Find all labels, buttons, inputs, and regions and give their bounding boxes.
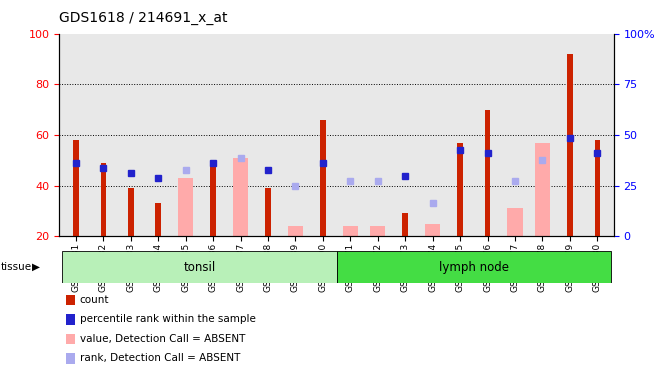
Text: tissue: tissue [1, 262, 32, 272]
Text: rank, Detection Call = ABSENT: rank, Detection Call = ABSENT [80, 354, 240, 363]
Text: lymph node: lymph node [439, 261, 509, 274]
Bar [62, 251, 337, 283]
Text: GDS1618 / 214691_x_at: GDS1618 / 214691_x_at [59, 11, 228, 25]
Bar [508, 209, 523, 236]
Bar [320, 120, 325, 236]
Bar [288, 226, 303, 236]
Bar [156, 203, 161, 236]
Text: percentile rank within the sample: percentile rank within the sample [80, 315, 255, 324]
Bar [370, 226, 385, 236]
Text: count: count [80, 295, 110, 305]
Bar [535, 142, 550, 236]
Bar [100, 163, 106, 236]
Bar [457, 142, 463, 236]
Bar [403, 213, 408, 236]
Bar [73, 140, 79, 236]
Bar [265, 188, 271, 236]
Bar [595, 140, 600, 236]
Bar [233, 158, 248, 236]
Bar [567, 54, 573, 236]
Bar [128, 188, 133, 236]
Bar [343, 226, 358, 236]
Bar [178, 178, 193, 236]
Bar [211, 163, 216, 236]
Bar [485, 110, 490, 236]
Bar [425, 224, 440, 236]
Text: tonsil: tonsil [183, 261, 216, 274]
Text: value, Detection Call = ABSENT: value, Detection Call = ABSENT [80, 334, 246, 344]
Bar [337, 251, 611, 283]
Text: ▶: ▶ [32, 262, 40, 272]
